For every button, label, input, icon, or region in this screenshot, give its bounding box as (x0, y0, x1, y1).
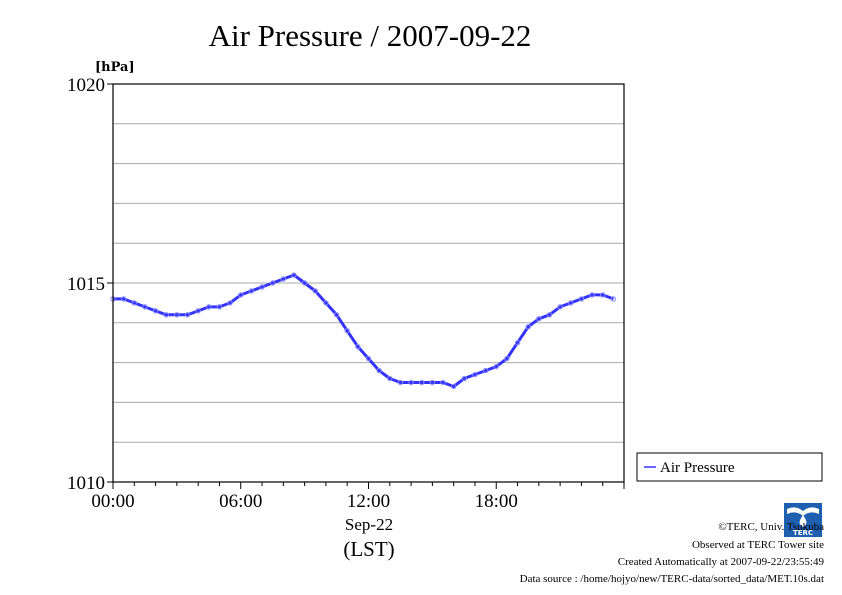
data-point (238, 292, 244, 298)
data-point (546, 312, 553, 318)
data-point (163, 312, 169, 318)
data-point (376, 367, 382, 374)
legend: Air Pressure (636, 452, 823, 482)
x-tick-label: 00:00 (91, 491, 134, 512)
data-point (195, 308, 201, 314)
data-point (504, 355, 510, 362)
data-point (408, 379, 414, 386)
data-point (397, 379, 404, 386)
y-tick-label: 1010 (67, 473, 105, 494)
data-point (568, 300, 574, 306)
data-point (152, 308, 159, 314)
x-axis-label: Sep-22 (345, 515, 393, 534)
data-point (514, 340, 521, 346)
data-point (493, 363, 499, 370)
data-point (440, 379, 446, 386)
data-point (259, 284, 265, 290)
data-point (482, 367, 489, 374)
data-point (344, 328, 350, 334)
data-point (461, 375, 468, 382)
data-point (216, 304, 223, 310)
data-point (536, 316, 542, 322)
x-tick-label: 06:00 (219, 491, 262, 512)
legend-box (636, 452, 823, 482)
data-point (557, 304, 563, 310)
data-point (291, 272, 297, 278)
data-point (578, 296, 585, 302)
data-source-text: Data source : /home/hojyo/new/TERC-data/… (519, 573, 824, 585)
created-text: Created Automatically at 2007-09-22/23:5… (617, 556, 824, 568)
observed-text: Observed at TERC Tower site (691, 539, 824, 551)
data-point (206, 304, 212, 310)
series-layer (110, 272, 617, 390)
terc-logo: TERC (784, 503, 822, 537)
data-point (269, 280, 276, 286)
data-point (142, 304, 148, 310)
data-point (365, 355, 372, 362)
data-point (355, 343, 361, 350)
series-line (113, 273, 614, 388)
y-tick-label: 1020 (67, 75, 105, 96)
data-point (323, 300, 329, 306)
x-axis-sublabel: (LST) (343, 537, 394, 561)
x-tick-label: 18:00 (475, 491, 518, 512)
data-point (120, 296, 127, 302)
data-point (333, 312, 340, 318)
data-point (450, 383, 457, 390)
data-point (301, 280, 308, 286)
data-point (600, 292, 606, 298)
legend-label: Air Pressure (660, 460, 735, 476)
data-point (280, 276, 287, 282)
x-tick-label: 12:00 (347, 491, 390, 512)
data-point (419, 379, 425, 386)
data-point (312, 288, 318, 294)
data-point (131, 300, 137, 306)
copyright-text: ©TERC, Univ. Tsukuba (718, 521, 824, 533)
y-axis-unit-label: [hPa] (95, 60, 135, 75)
data-point (248, 288, 255, 294)
data-point (387, 375, 393, 382)
gridlines (113, 123, 624, 443)
data-point (610, 296, 617, 302)
logo-text: TERC (793, 529, 813, 537)
data-point (429, 379, 436, 386)
data-point (227, 300, 233, 306)
data-point (184, 312, 191, 318)
data-point (472, 371, 478, 378)
chart-title: Air Pressure / 2007-09-22 (209, 18, 532, 53)
data-point (174, 312, 180, 318)
y-tick-label: 1015 (67, 274, 105, 295)
axes: 1010 1015 1020 00:00 06:00 12:00 18:00 (67, 75, 625, 512)
data-point (589, 292, 595, 298)
data-point (525, 324, 531, 330)
